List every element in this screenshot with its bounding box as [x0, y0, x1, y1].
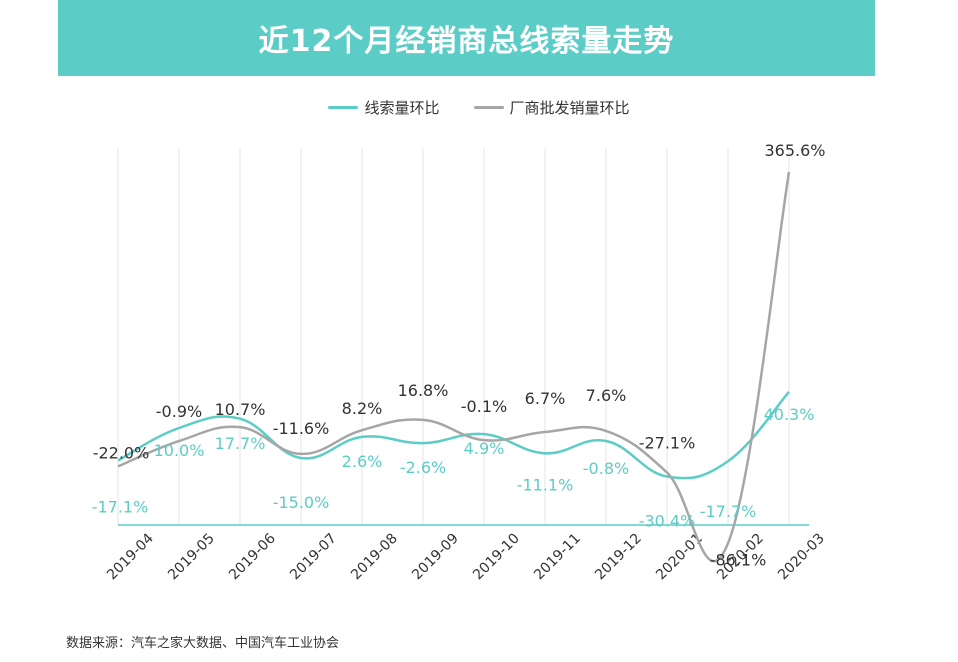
- x-tick-label: 2019-07: [287, 531, 340, 584]
- x-tick-label: 2019-06: [226, 530, 279, 583]
- data-label-wholesale: -22.0%: [93, 443, 150, 462]
- legend-item-wholesale: 厂商批发销量环比: [473, 97, 630, 118]
- data-label-wholesale: 6.7%: [525, 389, 566, 408]
- legend-swatch-leads: [328, 105, 359, 109]
- legend: 线索量环比 厂商批发销量环比: [0, 96, 958, 118]
- x-tick-label: 2019-04: [104, 530, 157, 583]
- data-label-wholesale: 7.6%: [586, 386, 627, 405]
- legend-swatch-wholesale: [473, 105, 504, 109]
- data-label-leads: 2.6%: [342, 452, 383, 471]
- x-tick-label: 2019-12: [592, 531, 645, 584]
- legend-label-leads: 线索量环比: [364, 98, 440, 117]
- x-tick-label: 2019-09: [409, 531, 462, 584]
- data-label-leads: -2.6%: [400, 458, 446, 477]
- data-label-wholesale: -0.9%: [156, 402, 202, 421]
- source-note: 数据来源：汽车之家大数据、中国汽车工业协会: [66, 636, 340, 651]
- data-label-wholesale: -86.1%: [710, 550, 767, 569]
- title-banner: 近12个月经销商总线索量走势: [58, 0, 875, 76]
- data-label-leads: -17.7%: [700, 502, 757, 521]
- series-line-wholesale: [117, 171, 791, 563]
- x-tick-label: 2019-05: [165, 531, 218, 584]
- x-tick-label: 2019-10: [470, 531, 523, 584]
- data-label-leads: -17.1%: [92, 498, 149, 517]
- data-label-leads: -11.1%: [517, 475, 574, 494]
- chart-title: 近12个月经销商总线索量走势: [258, 24, 675, 59]
- x-tick-label: 2019-08: [348, 531, 401, 584]
- data-label-wholesale: 16.8%: [398, 381, 449, 400]
- x-tick-label: 2020-03: [775, 531, 828, 584]
- data-label-wholesale: 10.7%: [215, 400, 266, 419]
- legend-label-wholesale: 厂商批发销量环比: [509, 98, 630, 117]
- legend-item-leads: 线索量环比: [328, 97, 440, 118]
- data-label-leads: -30.4%: [639, 511, 696, 530]
- data-label-leads: 10.0%: [154, 441, 205, 460]
- data-label-wholesale: -11.6%: [273, 419, 330, 438]
- data-label-wholesale: 8.2%: [342, 399, 383, 418]
- data-label-wholesale: -0.1%: [461, 397, 507, 416]
- data-label-leads: 40.3%: [764, 405, 815, 424]
- data-label-leads: 17.7%: [215, 434, 266, 453]
- data-label-leads: 4.9%: [464, 439, 505, 458]
- data-label-leads: -0.8%: [583, 459, 629, 478]
- series-line-leads: [117, 390, 790, 480]
- x-tick-label: 2019-11: [531, 531, 584, 584]
- data-label-wholesale: -27.1%: [639, 434, 696, 453]
- data-label-leads: -15.0%: [273, 493, 330, 512]
- data-label-wholesale: 365.6%: [764, 141, 825, 160]
